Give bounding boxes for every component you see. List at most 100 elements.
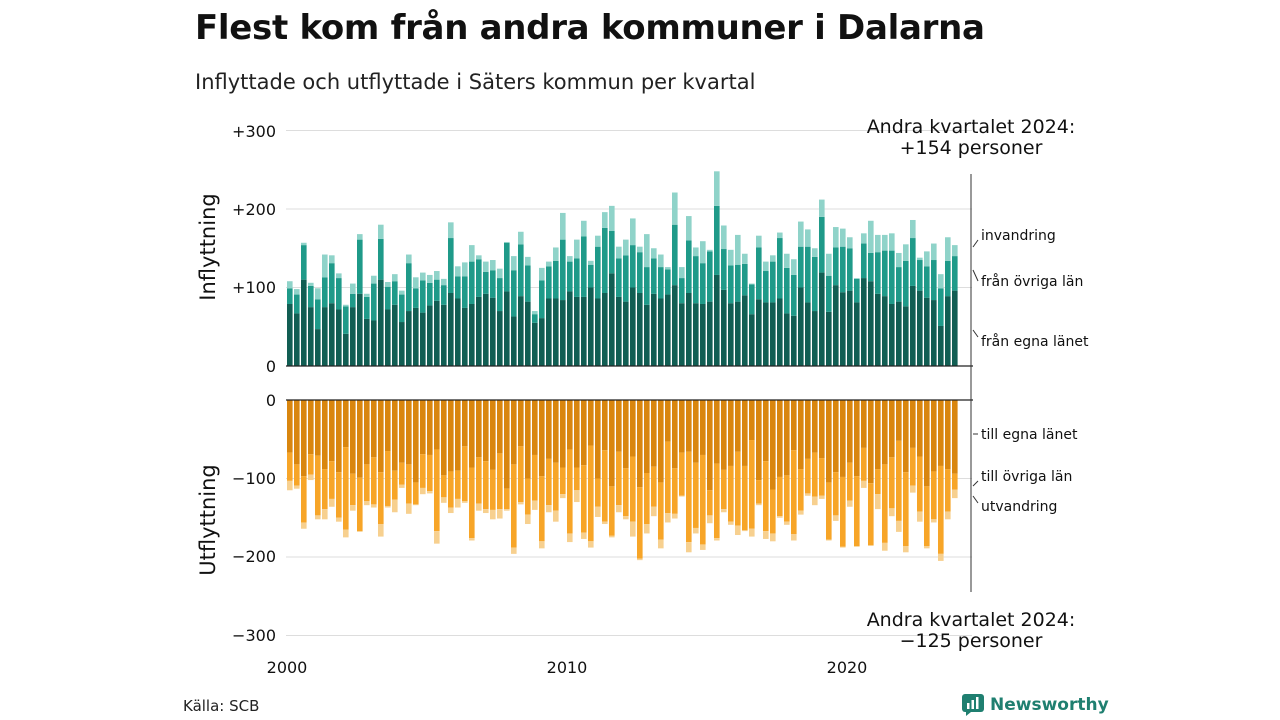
bar-out-egna: [931, 400, 937, 472]
bar-in-invandring: [469, 245, 475, 262]
bar-out-utvandring: [504, 509, 510, 511]
bar-in-egna: [462, 307, 468, 366]
bar-in-invandring: [672, 192, 678, 225]
bar-in-ovriga: [644, 267, 650, 305]
bar-in-egna: [917, 290, 923, 366]
bar-out-ovriga: [455, 470, 461, 499]
bar-out-egna: [448, 400, 454, 472]
bar-out-utvandring: [784, 521, 790, 525]
bar-in-invandring: [553, 247, 559, 261]
bar-out-egna: [378, 400, 384, 473]
bar-out-ovriga: [616, 451, 622, 506]
bar-out-utvandring: [385, 505, 391, 508]
bar-out-egna: [742, 400, 748, 466]
bar-in-egna: [672, 285, 678, 366]
series-label-till-ovriga-lan: till övriga län: [981, 469, 1072, 485]
bar-out-ovriga: [784, 475, 790, 522]
bar-out-utvandring: [763, 531, 769, 539]
label-leader: [972, 480, 979, 487]
bar-in-invandring: [903, 244, 909, 261]
bar-in-ovriga: [882, 250, 888, 297]
bar-out-utvandring: [847, 500, 853, 507]
bar-in-egna: [532, 322, 538, 366]
bar-in-egna: [322, 307, 328, 366]
bar-out-egna: [896, 400, 902, 441]
bar-out-ovriga: [392, 470, 398, 500]
bar-in-ovriga: [749, 284, 755, 315]
bar-in-invandring: [462, 262, 468, 277]
bar-out-utvandring: [714, 538, 720, 541]
bar-out-egna: [917, 400, 923, 457]
bar-out-egna: [840, 400, 846, 477]
bar-out-utvandring: [518, 502, 524, 505]
bar-out-utvandring: [406, 503, 412, 514]
bar-in-egna: [336, 309, 342, 366]
y-tick-label: −200: [232, 547, 276, 566]
bar-out-ovriga: [497, 453, 503, 510]
bar-in-invandring: [805, 229, 811, 247]
bar-in-invandring: [392, 274, 398, 282]
bar-in-invandring: [623, 239, 629, 256]
bar-out-utvandring: [630, 521, 636, 537]
bar-in-ovriga: [777, 238, 783, 299]
bar-in-invandring: [938, 274, 944, 289]
bar-out-utvandring: [798, 510, 804, 515]
bar-out-egna: [434, 400, 440, 450]
bar-out-ovriga: [609, 486, 615, 536]
bar-in-egna: [910, 285, 916, 366]
bar-in-egna: [595, 298, 601, 366]
bar-in-ovriga: [441, 285, 447, 305]
bar-in-invandring: [581, 220, 587, 237]
bar-out-egna: [616, 400, 622, 452]
bar-in-egna: [952, 290, 958, 366]
bar-in-ovriga: [560, 239, 566, 301]
bar-out-utvandring: [756, 503, 762, 506]
bar-in-invandring: [637, 246, 643, 253]
bar-out-egna: [294, 400, 300, 465]
bar-in-invandring: [763, 261, 769, 272]
bar-out-utvandring: [427, 491, 433, 494]
bar-out-ovriga: [539, 476, 545, 542]
bar-out-ovriga: [875, 469, 881, 495]
bar-out-ovriga: [490, 469, 496, 510]
bar-out-egna: [868, 400, 874, 484]
bar-out-utvandring: [581, 532, 587, 539]
bar-in-egna: [686, 292, 692, 366]
bar-in-ovriga: [588, 264, 594, 288]
bar-in-egna: [420, 312, 426, 366]
bar-out-ovriga: [938, 465, 944, 554]
bar-out-utvandring: [616, 505, 622, 513]
bar-in-egna: [448, 292, 454, 366]
bar-in-ovriga: [693, 256, 699, 304]
bar-out-ovriga: [322, 469, 328, 510]
bar-out-ovriga: [336, 472, 342, 518]
y-tick-label: 0: [266, 391, 276, 410]
bar-out-ovriga: [623, 468, 629, 517]
bar-out-ovriga: [294, 464, 300, 486]
y-axis-label-top: Inflyttning: [196, 193, 220, 300]
bar-in-egna: [301, 279, 307, 366]
bar-out-utvandring: [490, 509, 496, 520]
bar-in-invandring: [854, 278, 860, 279]
bar-out-utvandring: [840, 546, 846, 548]
bar-out-egna: [749, 400, 755, 441]
label-leader: [972, 329, 979, 338]
bar-out-egna: [791, 400, 797, 451]
source-note: Källa: SCB: [183, 697, 260, 715]
bar-in-invandring: [924, 251, 930, 267]
series-label-fran-egna-lanet: från egna länet: [981, 333, 1089, 350]
bar-out-egna: [777, 400, 783, 477]
bar-in-invandring: [427, 274, 433, 283]
bar-in-ovriga: [861, 243, 867, 279]
bar-out-ovriga: [854, 476, 860, 547]
bar-out-egna: [553, 400, 559, 463]
bar-out-egna: [945, 400, 951, 470]
bar-out-ovriga: [658, 482, 664, 540]
bar-out-egna: [539, 400, 545, 477]
bar-out-egna: [707, 400, 713, 491]
bar-out-ovriga: [553, 462, 559, 511]
bar-in-invandring: [700, 241, 706, 264]
bar-in-invandring: [896, 252, 902, 268]
bar-out-utvandring: [721, 509, 727, 513]
bar-out-utvandring: [371, 504, 377, 508]
